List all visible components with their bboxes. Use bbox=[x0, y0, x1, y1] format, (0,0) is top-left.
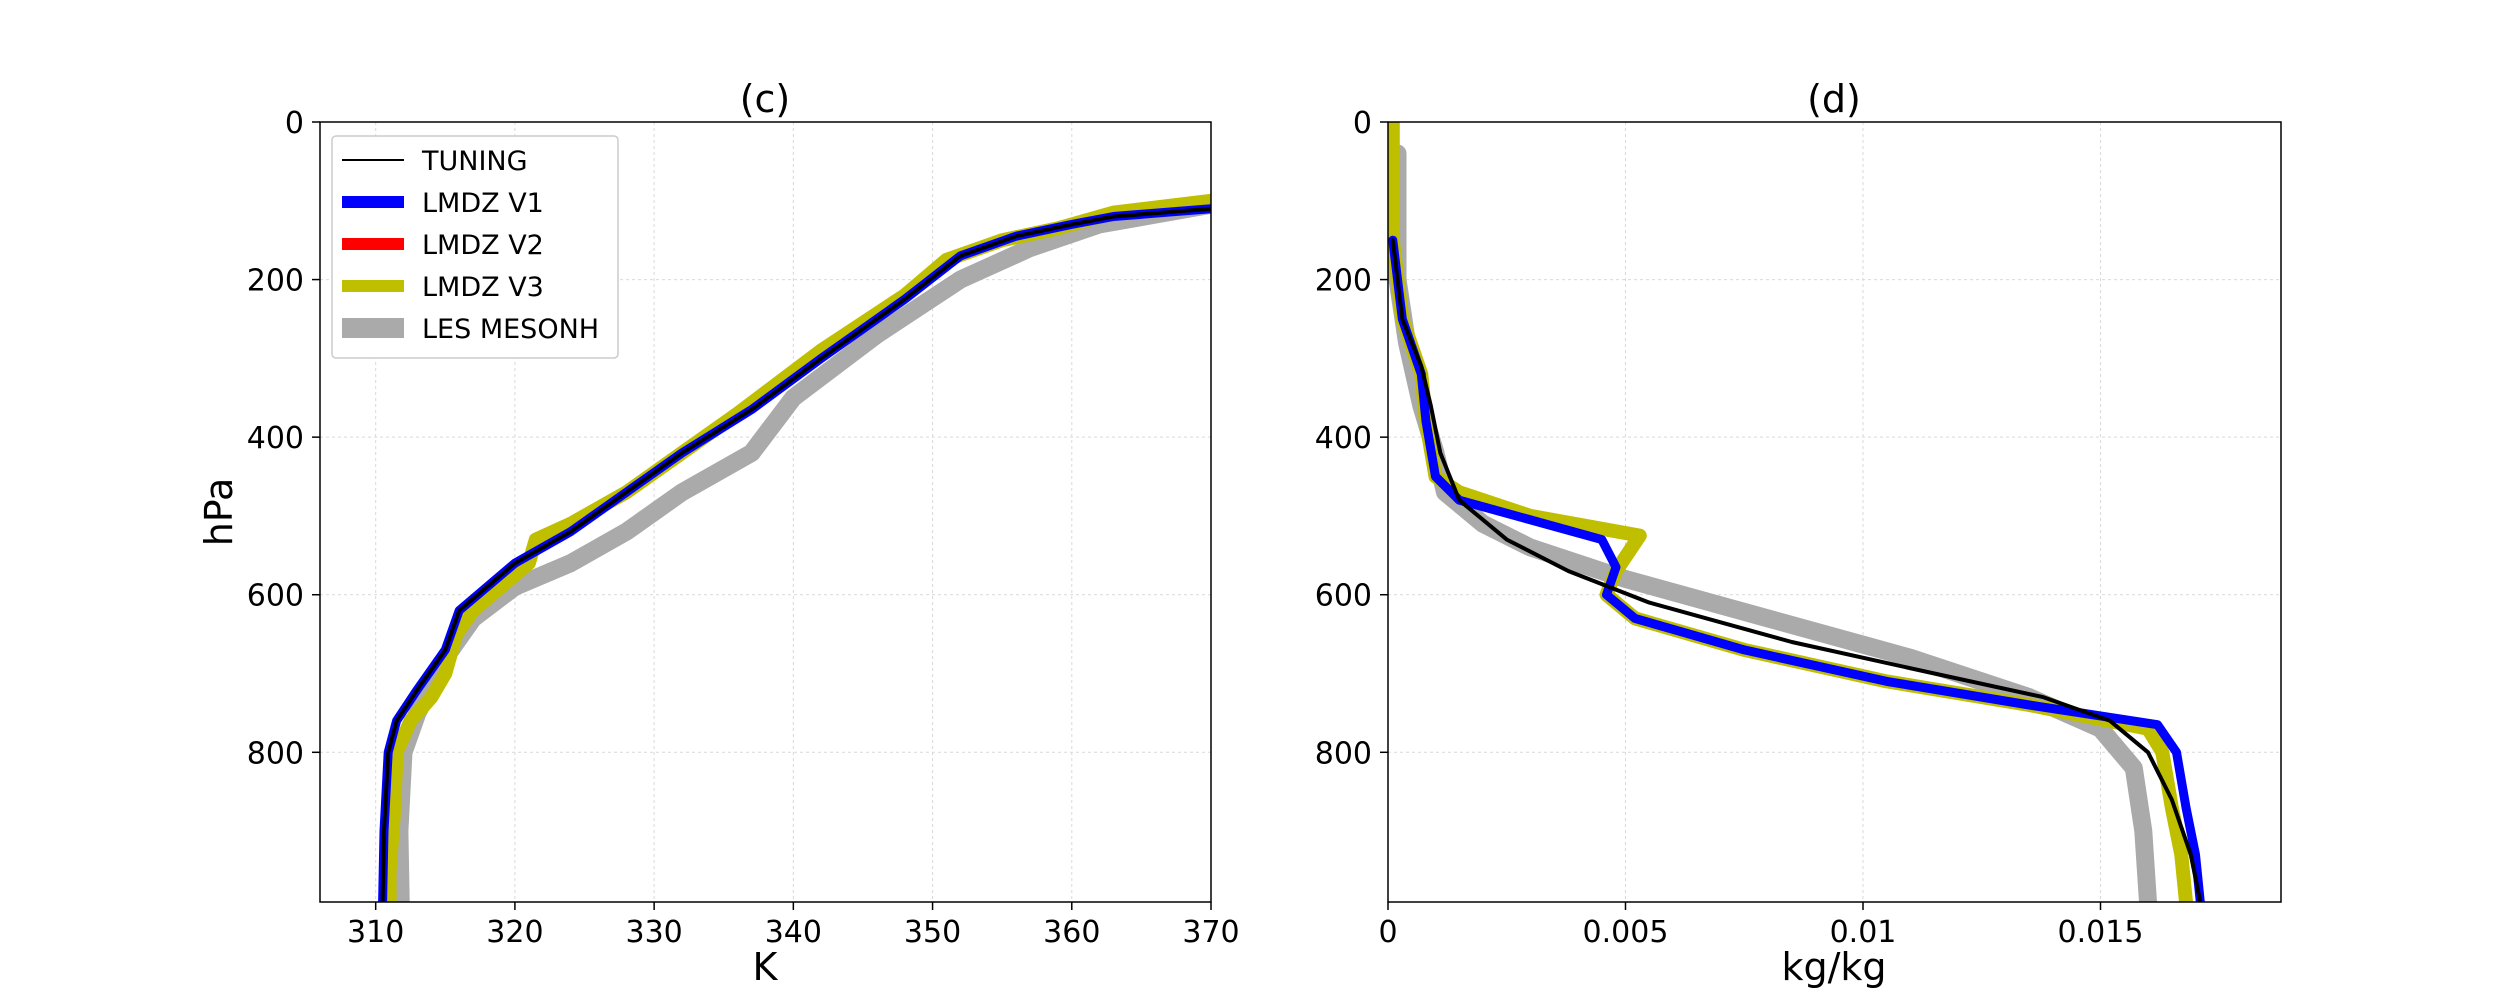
y-tick-label: 0 bbox=[1353, 106, 1372, 141]
panel-title: (d) bbox=[1807, 77, 1861, 121]
legend-label-lmdz-v3: LMDZ V3 bbox=[422, 272, 544, 303]
x-tick-label: 330 bbox=[625, 915, 682, 950]
x-tick-label: 0.015 bbox=[2058, 915, 2144, 950]
y-tick-label: 600 bbox=[1315, 579, 1372, 614]
panel-c: 310 320 330 340 350 360 370 0 200 400 600 800 (c) K… bbox=[197, 77, 1240, 989]
x-tick-label: 350 bbox=[904, 915, 961, 950]
y-tick-label: 0 bbox=[285, 106, 304, 141]
x-tick-label: 0 bbox=[1378, 915, 1397, 950]
y-tick-label: 200 bbox=[247, 264, 304, 299]
y-tick-label: 800 bbox=[1315, 736, 1372, 771]
plot-frame bbox=[1387, 121, 2282, 903]
legend-box bbox=[331, 135, 619, 359]
panel-title: (c) bbox=[740, 77, 791, 121]
series-layer bbox=[1388, 122, 2205, 902]
series-line-tuning bbox=[380, 206, 1211, 902]
series-line-les-mesonh bbox=[1388, 144, 2157, 902]
tick-marks: 310 320 330 340 350 360 370 0 200 400 600 800 bbox=[247, 106, 1240, 950]
x-tick-label: 310 bbox=[347, 915, 404, 950]
y-tick-label: 200 bbox=[1315, 264, 1372, 299]
y-tick-label: 600 bbox=[247, 579, 304, 614]
legend: TUNING LMDZ V1 LMDZ V2 LMDZ V3 LES MESONH bbox=[331, 135, 619, 359]
y-tick-label: 400 bbox=[1315, 421, 1372, 456]
y-axis-label: hPa bbox=[197, 478, 241, 547]
x-tick-label: 370 bbox=[1182, 915, 1239, 950]
x-tick-label: 320 bbox=[486, 915, 543, 950]
x-tick-label: 360 bbox=[1043, 915, 1100, 950]
series-line-lmdz-v1 bbox=[1388, 235, 2205, 902]
x-tick-label: 340 bbox=[765, 915, 822, 950]
legend-label-lmdz-v1: LMDZ V1 bbox=[422, 188, 544, 219]
panel-d: 0 0.005 0.01 0.015 0 200 400 600 800 (d) kg/kg bbox=[1315, 77, 2282, 989]
legend-label-les-mesonh: LES MESONH bbox=[422, 314, 599, 345]
legend-label-lmdz-v2: LMDZ V2 bbox=[422, 230, 544, 261]
legend-label-tuning: TUNING bbox=[421, 146, 528, 177]
x-axis-label: K bbox=[753, 945, 779, 989]
x-tick-label: 0.01 bbox=[1830, 915, 1897, 950]
series-line-tuning bbox=[1390, 238, 2203, 902]
tick-marks: 0 0.005 0.01 0.015 0 200 400 600 800 bbox=[1315, 106, 2144, 950]
x-axis-label: kg/kg bbox=[1781, 945, 1886, 989]
y-tick-label: 800 bbox=[247, 736, 304, 771]
plot-frame bbox=[319, 121, 1212, 903]
y-tick-label: 400 bbox=[247, 421, 304, 456]
x-tick-label: 0.005 bbox=[1583, 915, 1669, 950]
series-layer bbox=[378, 193, 1211, 902]
